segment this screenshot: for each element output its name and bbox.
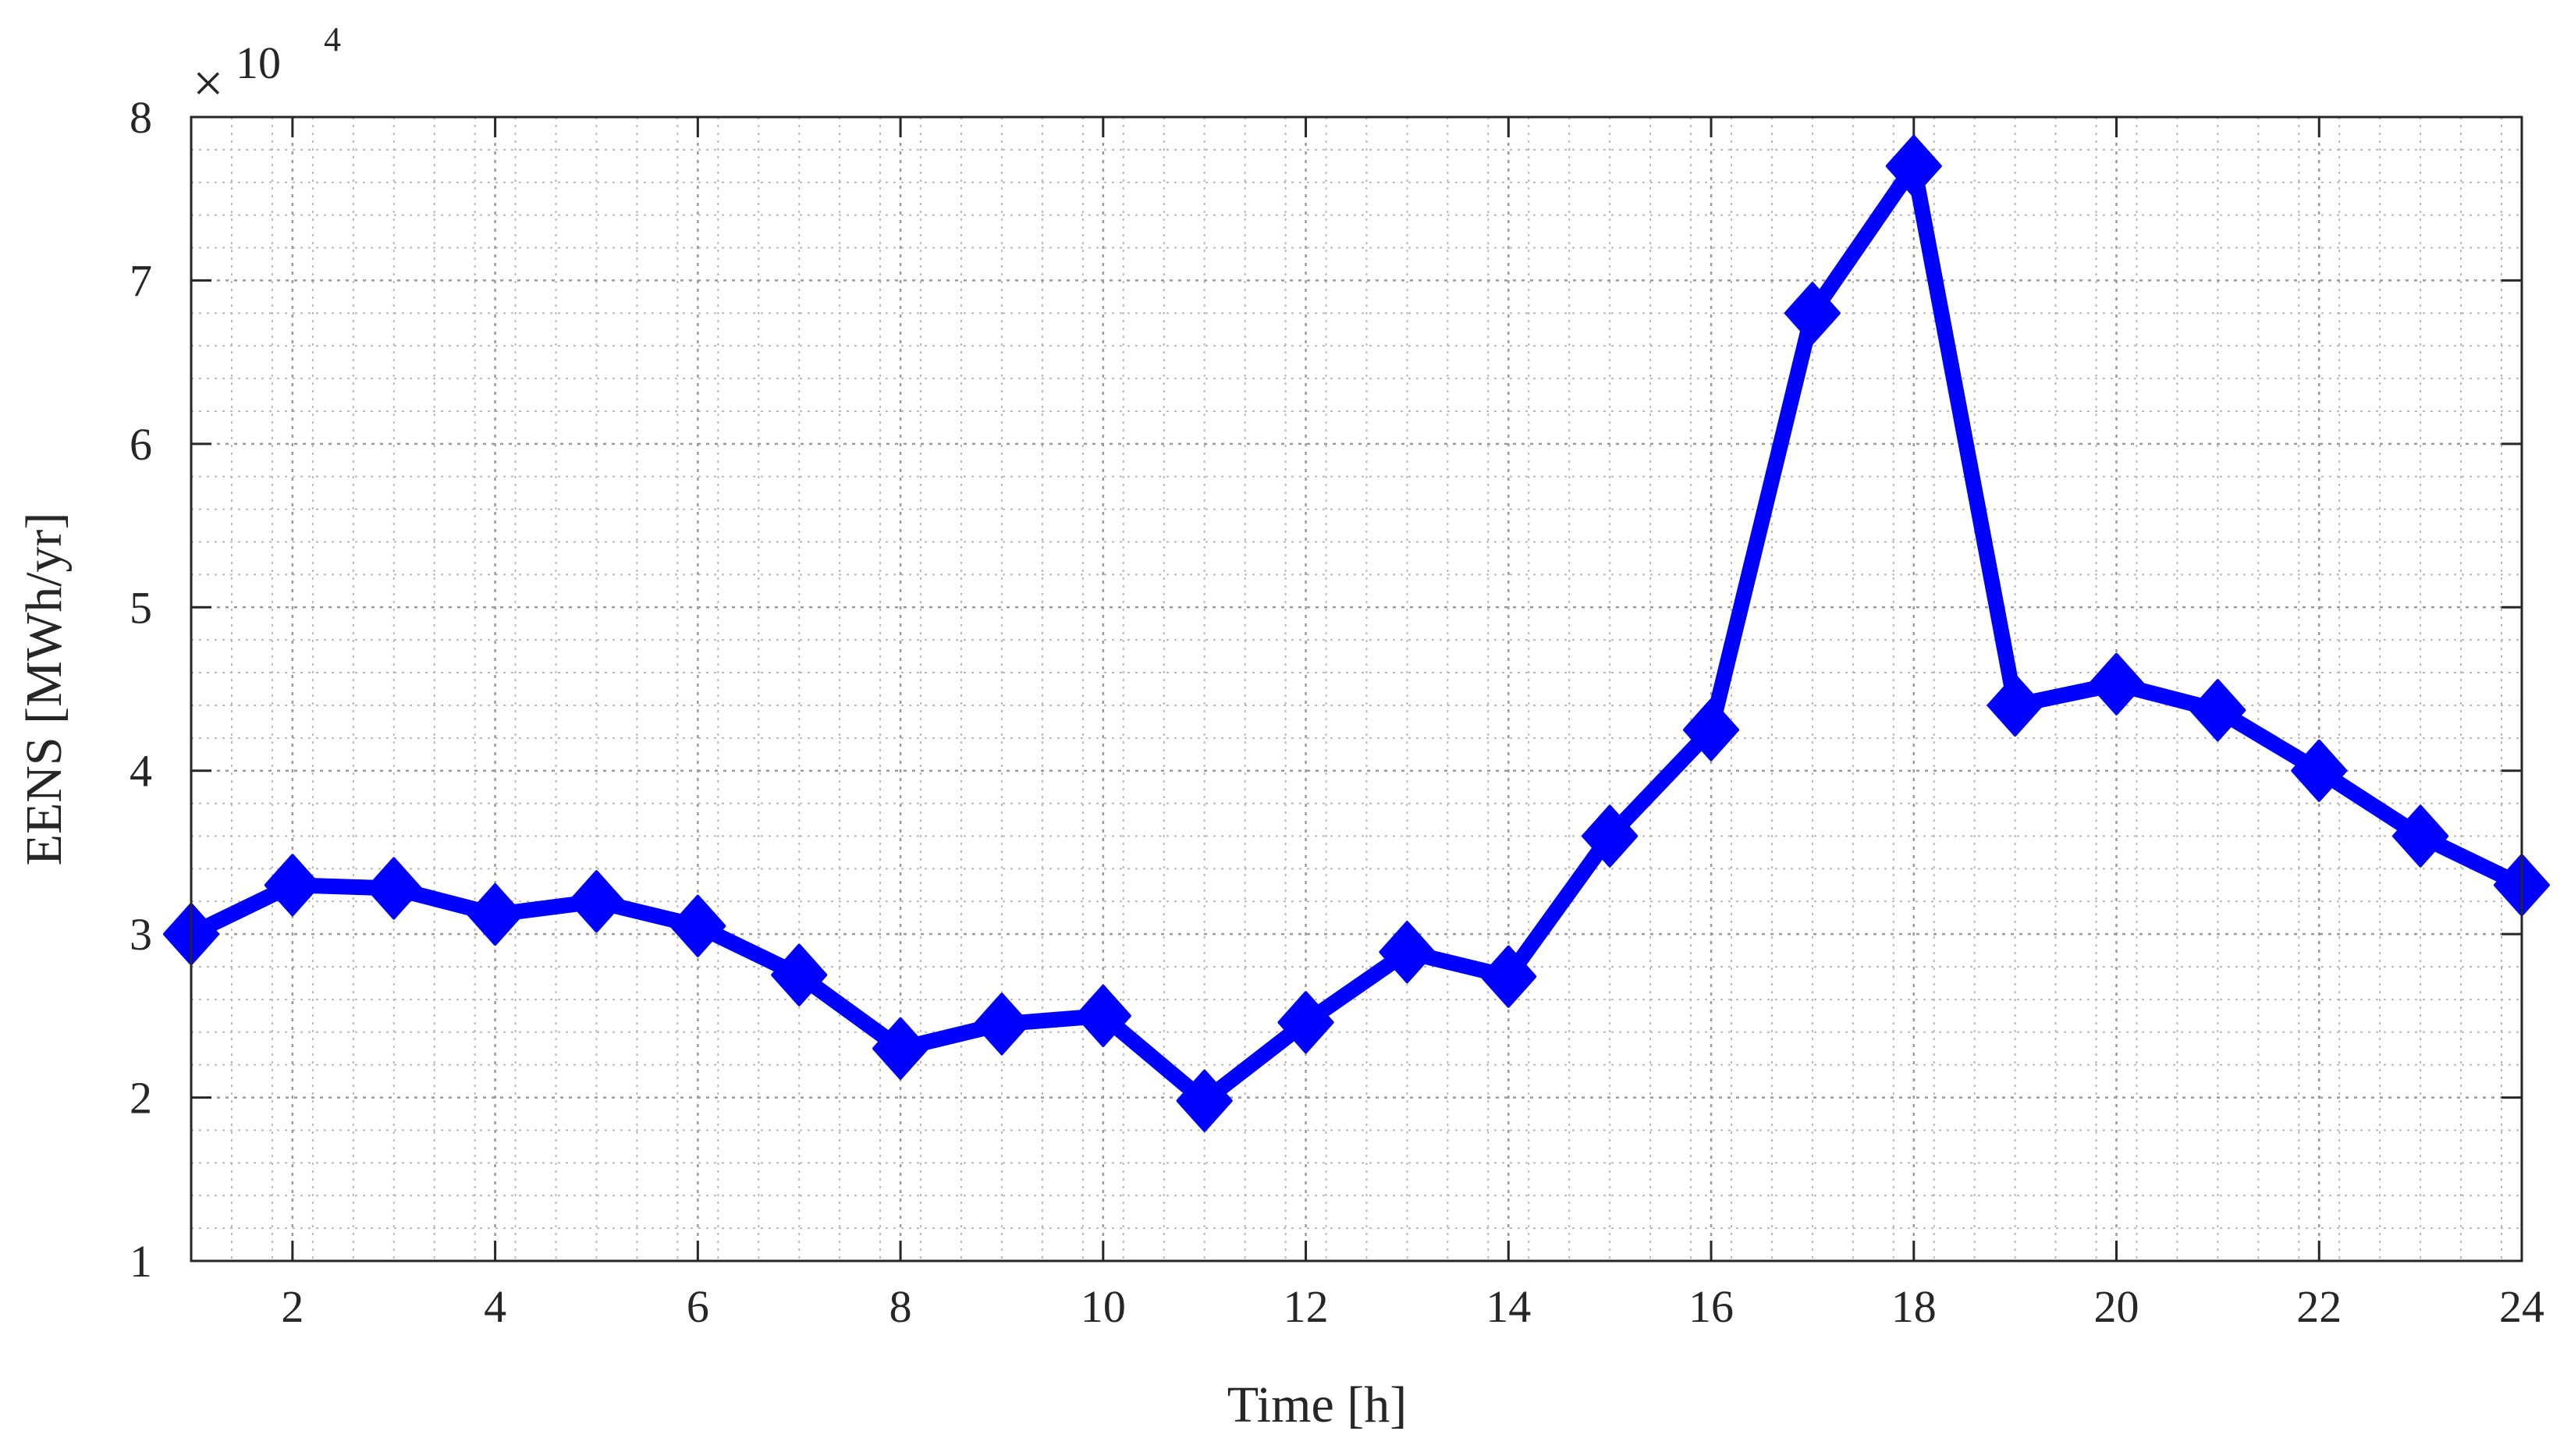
data-point-marker	[1074, 984, 1131, 1047]
y-tick-label: 1	[130, 1236, 152, 1287]
x-tick-label: 2	[281, 1281, 304, 1332]
data-point-marker	[1379, 921, 1436, 984]
x-tick-label: 8	[889, 1281, 912, 1332]
y-tick-label: 7	[130, 255, 152, 306]
data-point-marker	[1885, 134, 1942, 197]
y-multiplier-symbol: ×	[193, 54, 223, 114]
y-axis-label: EENS [MWh/yr]	[16, 513, 73, 866]
data-point-marker	[2291, 739, 2348, 802]
x-tick-label: 14	[1486, 1281, 1531, 1332]
data-point-marker	[1480, 945, 1537, 1008]
data-point-marker	[1784, 282, 1841, 345]
data-point-marker	[2189, 679, 2246, 742]
plot-background	[191, 117, 2522, 1261]
y-tick-label: 8	[130, 92, 152, 143]
data-point-marker	[1987, 673, 2043, 737]
y-tick-label: 5	[130, 582, 152, 633]
data-point-marker	[669, 894, 726, 957]
data-point-marker	[872, 1017, 929, 1080]
x-tick-label: 24	[2499, 1281, 2544, 1332]
data-point-marker	[365, 857, 422, 920]
x-tick-label: 22	[2296, 1281, 2342, 1332]
y-multiplier-base: 10	[236, 37, 281, 88]
data-point-marker	[1277, 991, 1334, 1054]
data-point-marker	[1176, 1069, 1233, 1132]
y-multiplier-exponent: 4	[324, 20, 341, 59]
x-tick-label: 6	[687, 1281, 709, 1332]
y-tick-label: 2	[130, 1073, 152, 1124]
data-point-marker	[264, 854, 321, 917]
data-point-marker	[1582, 804, 1639, 868]
data-point-marker	[973, 993, 1030, 1056]
x-axis-label: Time [h]	[1227, 1376, 1407, 1433]
x-tick-labels: 2 4 6 8 10 12 14 16 18 20 22 24	[281, 1281, 2544, 1332]
x-tick-label: 16	[1688, 1281, 1734, 1332]
data-point-marker	[1683, 698, 1740, 762]
x-tick-label: 12	[1284, 1281, 1329, 1332]
data-point-marker	[2392, 804, 2449, 868]
x-tick-label: 20	[2094, 1281, 2139, 1332]
plot-frame	[190, 115, 2523, 1262]
data-point-marker	[771, 943, 828, 1007]
minor-grid	[191, 117, 2522, 1261]
x-tick-label: 4	[484, 1281, 506, 1332]
y-tick-label: 3	[130, 909, 152, 960]
major-grid	[191, 117, 2522, 1261]
data-point-marker	[568, 870, 625, 933]
y-tick-label: 4	[130, 746, 152, 797]
x-tick-label: 18	[1891, 1281, 1937, 1332]
y-tick-labels: 1 2 3 4 5 6 7 8	[130, 92, 152, 1287]
data-point-marker	[467, 883, 524, 946]
x-tick-label: 10	[1081, 1281, 1126, 1332]
y-tick-label: 6	[130, 419, 152, 470]
data-point-marker	[2088, 652, 2145, 716]
